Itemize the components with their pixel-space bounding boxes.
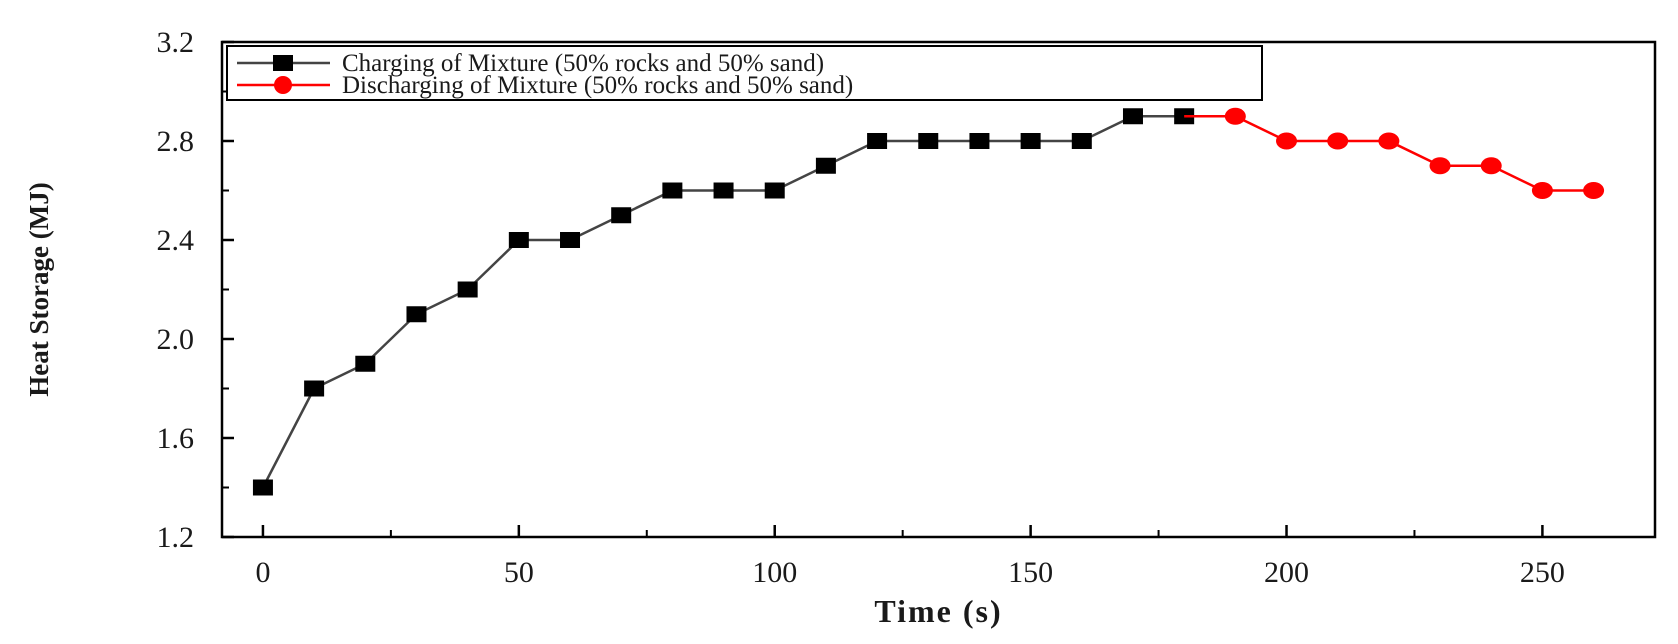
- series-charging: [252, 108, 1195, 496]
- x-axis-title: Time (s): [874, 593, 1002, 629]
- data-point: [1276, 132, 1298, 150]
- x-tick-label: 100: [752, 556, 797, 589]
- series-layer: [252, 107, 1605, 496]
- data-point: [1224, 107, 1246, 125]
- data-point: [764, 182, 785, 199]
- x-tick-label: 0: [255, 556, 270, 589]
- data-point: [969, 133, 990, 149]
- data-point: [1583, 182, 1605, 199]
- legend-label-discharging: Discharging of Mixture (50% rocks and 50…: [342, 72, 853, 99]
- legend-label-charging: Charging of Mixture (50% rocks and 50% s…: [342, 50, 824, 77]
- legend: Charging of Mixture (50% rocks and 50% s…: [226, 45, 1263, 101]
- data-point: [355, 355, 376, 372]
- data-point: [1174, 108, 1195, 125]
- x-tick-label: 150: [1008, 556, 1053, 589]
- data-point: [560, 232, 581, 248]
- x-tick-label: 250: [1520, 556, 1565, 589]
- data-point: [1429, 157, 1451, 175]
- data-point: [1480, 157, 1502, 175]
- legend-marker-charging: [273, 55, 293, 71]
- data-point: [252, 479, 273, 496]
- data-point: [713, 182, 734, 199]
- x-tick-label: 200: [1264, 556, 1309, 589]
- data-point: [1378, 132, 1400, 150]
- data-point: [867, 133, 888, 149]
- data-point: [1327, 132, 1349, 150]
- data-point: [304, 380, 325, 397]
- y-tick-label: 2.8: [157, 125, 195, 158]
- data-point: [457, 281, 478, 298]
- data-point: [1122, 108, 1143, 125]
- y-tick-label: 1.6: [157, 422, 195, 455]
- data-point: [662, 182, 683, 199]
- y-axis-title: Heat Storage (MJ): [24, 182, 54, 396]
- series-line: [1184, 115, 1594, 192]
- data-point: [1020, 133, 1041, 149]
- data-point: [508, 232, 529, 248]
- data-point: [1531, 182, 1553, 199]
- legend-box: [226, 45, 1263, 101]
- y-tick-label: 2.4: [157, 224, 195, 257]
- y-tick-label: 3.2: [157, 26, 195, 59]
- data-point: [815, 157, 836, 174]
- data-point: [918, 133, 939, 149]
- plot-frame: [220, 40, 1657, 539]
- series-discharging: [1184, 107, 1605, 199]
- data-point: [406, 306, 427, 323]
- legend-marker-discharging: [274, 76, 292, 94]
- series-line: [261, 115, 1185, 489]
- data-point: [611, 207, 632, 224]
- x-tick-label: 50: [504, 556, 534, 589]
- data-point: [1071, 133, 1092, 149]
- y-tick-label: 2.0: [157, 323, 195, 356]
- y-tick-label: 1.2: [157, 521, 195, 554]
- axes: 1.2 1.6 2.0 2.4 2.8 3.2 0 50 100 150 200 250: [157, 26, 1657, 589]
